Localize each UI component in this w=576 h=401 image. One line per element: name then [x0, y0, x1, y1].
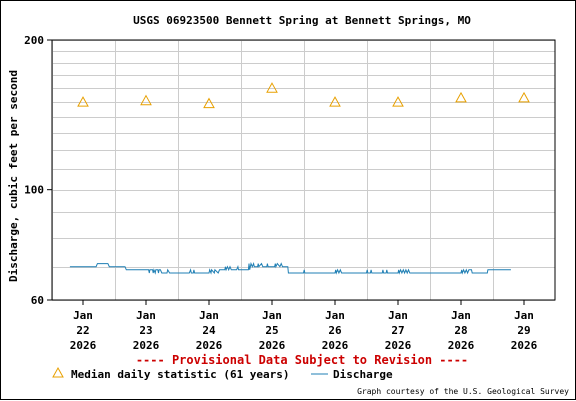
x-tick-text: Jan — [514, 309, 534, 322]
x-tick-text: 2026 — [322, 339, 349, 352]
median-triangle-point — [392, 96, 404, 107]
x-tick-text: 27 — [391, 324, 404, 337]
x-tick-text: Jan — [325, 309, 345, 322]
x-tick-label: Jan 25 2026 — [259, 309, 286, 352]
median-triangle-point — [518, 91, 530, 103]
x-tick-text: 2026 — [385, 339, 412, 352]
usgs-credit: Graph courtesy of the U.S. Geological Su… — [357, 387, 569, 396]
x-tick-text: 28 — [454, 324, 467, 337]
x-tick-text: 25 — [265, 324, 278, 337]
x-tick-labels: Jan 22 2026 Jan 23 2026 Jan 24 2026 Jan 25 2026 Jan 2… — [70, 300, 538, 352]
median-triangle-point — [140, 94, 152, 106]
x-tick-label: Jan 26 2026 — [322, 309, 349, 352]
x-tick-text: 24 — [202, 324, 216, 337]
median-triangle-point — [203, 97, 215, 109]
x-tick-text: Jan — [199, 309, 219, 322]
x-tick-text: Jan — [73, 309, 93, 322]
x-tick-text: 2026 — [448, 339, 475, 352]
x-tick-label: Jan 22 2026 — [70, 309, 97, 352]
y-tick-labels: 60 100 200 — [24, 34, 52, 307]
y-tick-label: 200 — [24, 34, 44, 47]
x-tick-text: 2026 — [511, 339, 538, 352]
legend-median-triangle-icon — [52, 366, 64, 378]
grid-layer — [52, 40, 555, 301]
x-tick-text: 23 — [139, 324, 152, 337]
median-triangle-point — [329, 96, 341, 107]
x-tick-text: 29 — [517, 324, 530, 337]
chart-title: USGS 06923500 Bennett Spring at Bennett … — [133, 14, 471, 27]
x-tick-label: Jan 24 2026 — [196, 309, 223, 352]
x-tick-text: 2026 — [196, 339, 223, 352]
x-tick-text: 2026 — [259, 339, 286, 352]
y-tick-label: 60 — [31, 294, 44, 307]
y-tick-label: 100 — [24, 184, 44, 197]
data-layer — [69, 82, 530, 275]
x-tick-label: Jan 28 2026 — [448, 309, 475, 352]
legend-discharge-label: Discharge — [333, 368, 393, 381]
y-axis-label: Discharge, cubic feet per second — [7, 70, 20, 282]
plot-border — [51, 39, 556, 301]
x-tick-text: Jan — [388, 309, 408, 322]
x-tick-text: 26 — [328, 324, 342, 337]
median-triangle-point — [455, 91, 467, 103]
x-tick-text: Jan — [136, 309, 156, 322]
x-tick-text: 2026 — [133, 339, 160, 352]
x-tick-text: 2026 — [70, 339, 97, 352]
x-tick-label: Jan 23 2026 — [133, 309, 160, 352]
discharge-series-line — [69, 261, 511, 275]
x-tick-text: Jan — [262, 309, 282, 322]
x-tick-text: 22 — [76, 324, 89, 337]
x-tick-label: Jan 27 2026 — [385, 309, 412, 352]
provisional-notice: ---- Provisional Data Subject to Revisio… — [136, 353, 468, 367]
median-triangle-point — [77, 96, 89, 107]
legend: Median daily statistic (61 years) Discha… — [52, 366, 393, 381]
median-triangle-point — [266, 82, 278, 93]
x-tick-text: Jan — [451, 309, 471, 322]
legend-median-label: Median daily statistic (61 years) — [71, 368, 290, 381]
x-tick-label: Jan 29 2026 — [511, 309, 538, 352]
